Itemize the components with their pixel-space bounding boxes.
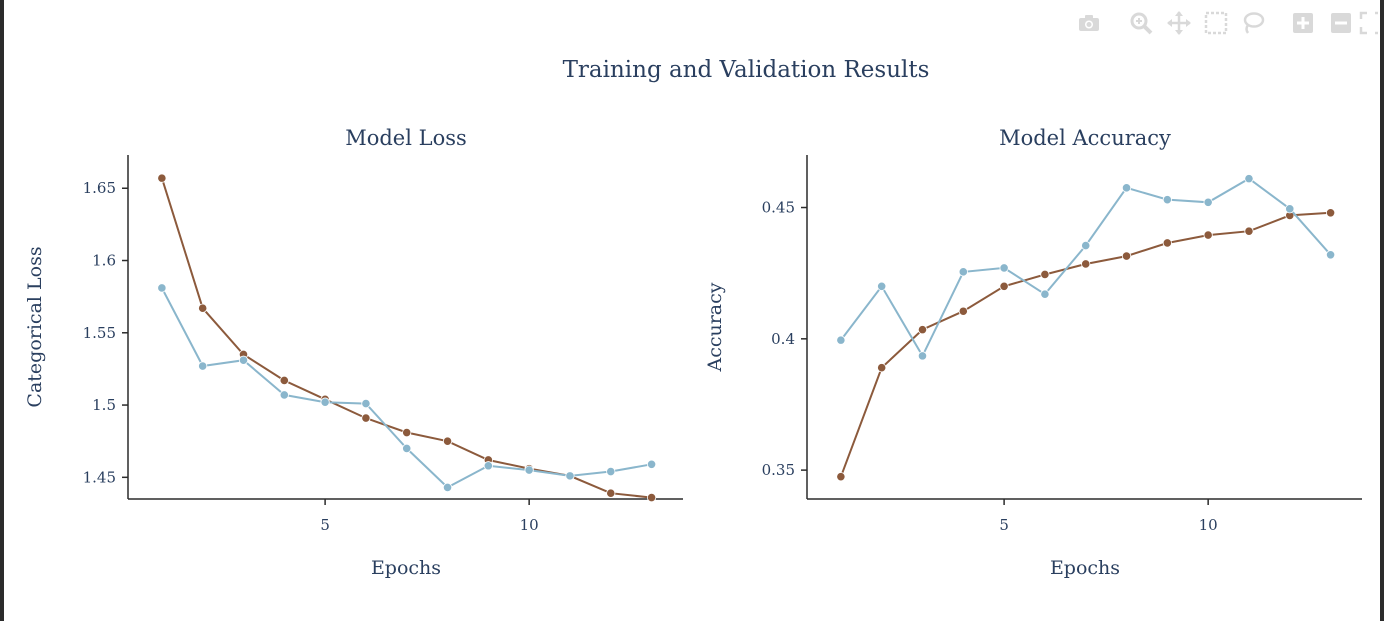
accuracy-series-2-point[interactable] [836,335,846,345]
loss-series-2-point[interactable] [646,459,657,469]
loss-y-ticks: 1.45 1.5 1.55 1.6 1.65 [83,179,128,486]
loss-series-2-point[interactable] [606,466,616,477]
accuracy-series-2-point[interactable] [958,267,968,277]
accuracy-y-tick-label: 0.35 [762,461,795,479]
accuracy-series-1-point[interactable] [999,281,1009,291]
loss-series-1-point[interactable] [442,436,453,446]
accuracy-series [836,174,1336,482]
accuracy-subplot-title: Model Accuracy [999,126,1171,150]
window-frame-left [0,0,4,621]
accuracy-series-1-point[interactable] [1325,208,1336,218]
pan-icon[interactable] [1166,10,1192,36]
accuracy-x-tick-label: 10 [1199,516,1218,534]
loss-series-2-point[interactable] [442,482,453,493]
accuracy-x-tick-label: 5 [999,516,1009,534]
figure-title: Training and Validation Results [563,57,930,83]
loss-series-2-point[interactable] [402,443,412,454]
accuracy-series-2-point[interactable] [917,351,928,361]
lasso-icon[interactable] [1240,10,1266,36]
loss-series-2-point[interactable] [320,397,330,407]
loss-series-1-point[interactable] [279,375,289,386]
loss-x-axis-label: Epochs [371,557,441,579]
loss-series-1-point[interactable] [157,173,167,183]
loss-y-tick-label: 1.55 [83,324,116,342]
loss-y-tick-label: 1.5 [92,396,116,414]
accuracy-y-ticks: 0.35 0.4 0.45 [762,199,807,479]
loss-series-2-point[interactable] [483,461,493,471]
loss-series-2-point[interactable] [157,283,167,293]
loss-subplot: Model Loss Epochs Categorical Loss 5 10 1… [24,126,683,579]
accuracy-series-1-point[interactable] [1162,238,1172,248]
loss-series-1-point[interactable] [361,413,371,423]
accuracy-series-2-point[interactable] [877,281,887,291]
loss-series [157,173,657,503]
accuracy-y-axis-label: Accuracy [704,282,726,372]
loss-series-2-point[interactable] [565,471,575,481]
loss-x-tick-label: 10 [520,516,539,534]
accuracy-series-1-line [839,211,1331,478]
loss-series-2-point[interactable] [238,355,249,365]
accuracy-series-2-point[interactable] [1203,197,1213,207]
accuracy-series-1-point[interactable] [1244,226,1254,236]
accuracy-series-1-point[interactable] [877,363,887,373]
accuracy-series-1-point[interactable] [1081,259,1091,269]
loss-series-1-point[interactable] [198,303,208,313]
loss-series-2-point[interactable] [361,399,371,409]
accuracy-series-1-point[interactable] [1040,269,1050,280]
accuracy-x-ticks: 5 10 [999,499,1218,534]
loss-x-ticks: 5 10 [320,499,539,534]
accuracy-series-2-point[interactable] [1285,204,1295,214]
accuracy-subplot: Model Accuracy Epochs Accuracy 5 10 0.350… [704,126,1362,579]
box-select-icon[interactable] [1203,10,1229,36]
accuracy-series-2-point[interactable] [1162,195,1172,205]
accuracy-series-2-point[interactable] [999,263,1009,273]
accuracy-y-tick-label: 0.4 [771,330,795,348]
loss-series-2-point[interactable] [198,361,208,371]
autoscale-icon[interactable] [1358,10,1378,36]
accuracy-series-2-point[interactable] [1081,240,1091,251]
camera-icon[interactable] [1076,10,1102,36]
accuracy-series-2-point[interactable] [1121,183,1132,193]
accuracy-series-1-point[interactable] [836,472,846,482]
loss-x-tick-label: 5 [320,516,330,534]
loss-series-2-point[interactable] [279,390,289,400]
loss-y-axis-label: Categorical Loss [24,246,46,407]
loss-series-2-point[interactable] [524,465,534,475]
accuracy-series-2-point[interactable] [1244,174,1254,184]
loss-subplot-title: Model Loss [345,126,467,150]
accuracy-x-axis-label: Epochs [1050,557,1120,579]
loss-series-1-point[interactable] [606,488,616,498]
accuracy-series-2-point[interactable] [1040,289,1050,299]
loss-y-tick-label: 1.65 [83,179,116,197]
accuracy-series-1-point[interactable] [1121,251,1132,261]
zoom-icon[interactable] [1128,10,1154,36]
accuracy-y-tick-label: 0.45 [762,199,795,217]
window-frame-right [1380,0,1384,621]
accuracy-series-1-point[interactable] [917,325,928,335]
accuracy-series-1-point[interactable] [1203,230,1213,240]
accuracy-series-1-point[interactable] [958,306,968,316]
loss-series-2-line [161,287,652,489]
accuracy-series-2-point[interactable] [1325,250,1336,260]
loss-y-tick-label: 1.45 [83,468,116,486]
loss-series-1-point[interactable] [402,427,412,438]
loss-series-1-point[interactable] [646,492,657,503]
zoom-out-icon[interactable] [1328,10,1354,36]
loss-y-tick-label: 1.6 [92,252,116,270]
zoom-in-icon[interactable] [1290,10,1316,36]
